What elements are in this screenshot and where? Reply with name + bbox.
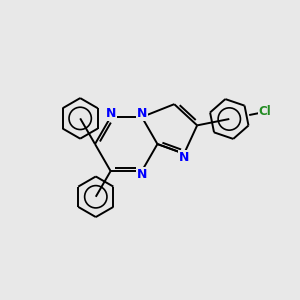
Text: N: N	[136, 168, 147, 182]
Text: N: N	[105, 107, 116, 120]
Text: Cl: Cl	[259, 105, 272, 119]
Text: N: N	[136, 107, 147, 120]
Text: N: N	[179, 151, 189, 164]
